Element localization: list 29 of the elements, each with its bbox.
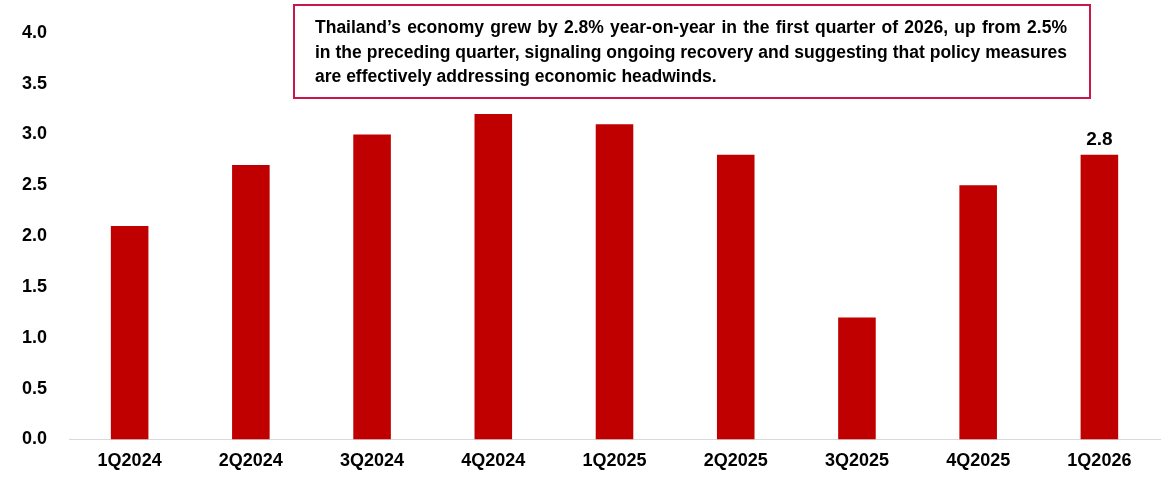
y-tick-label: 3.0 — [21, 123, 48, 144]
y-tick-label: 0.5 — [21, 377, 48, 398]
bar — [110, 225, 149, 440]
y-tick-label: 3.5 — [21, 72, 48, 93]
x-tick-label: 1Q2024 — [97, 450, 162, 471]
data-label: 2.8 — [1086, 127, 1113, 149]
y-tick-label: 0.0 — [21, 428, 48, 449]
bar — [716, 154, 755, 440]
x-tick-label: 3Q2024 — [340, 450, 405, 471]
bar — [1080, 154, 1119, 440]
y-tick-label: 2.0 — [21, 225, 48, 246]
y-tick-label: 2.5 — [21, 174, 48, 195]
x-tick-label: 1Q2026 — [1067, 450, 1132, 471]
y-tick-label: 4.0 — [21, 21, 48, 42]
x-tick-label: 2Q2025 — [703, 450, 768, 471]
bar — [232, 164, 270, 440]
y-tick-label: 1.0 — [21, 326, 48, 347]
bar — [838, 317, 876, 440]
annotation: Thailand’s economy grew by 2.8% year-on-year in the first quarter of 2026, up from 2.5% in the preceding quarter, signaling ongoing recovery and suggesting that policy measures are effectively addressing economic headwinds. — [293, 4, 1091, 99]
x-tick-label: 2Q2024 — [218, 450, 283, 471]
y-tick-label: 1.5 — [21, 275, 48, 296]
bar — [353, 134, 391, 440]
bar — [474, 114, 513, 440]
x-tick-label: 4Q2024 — [461, 450, 526, 471]
x-tick-label: 4Q2025 — [946, 450, 1011, 471]
x-tick-label: 1Q2025 — [582, 450, 647, 471]
bar — [595, 124, 634, 440]
x-tick-label: 3Q2025 — [824, 450, 889, 471]
bar — [959, 185, 997, 440]
